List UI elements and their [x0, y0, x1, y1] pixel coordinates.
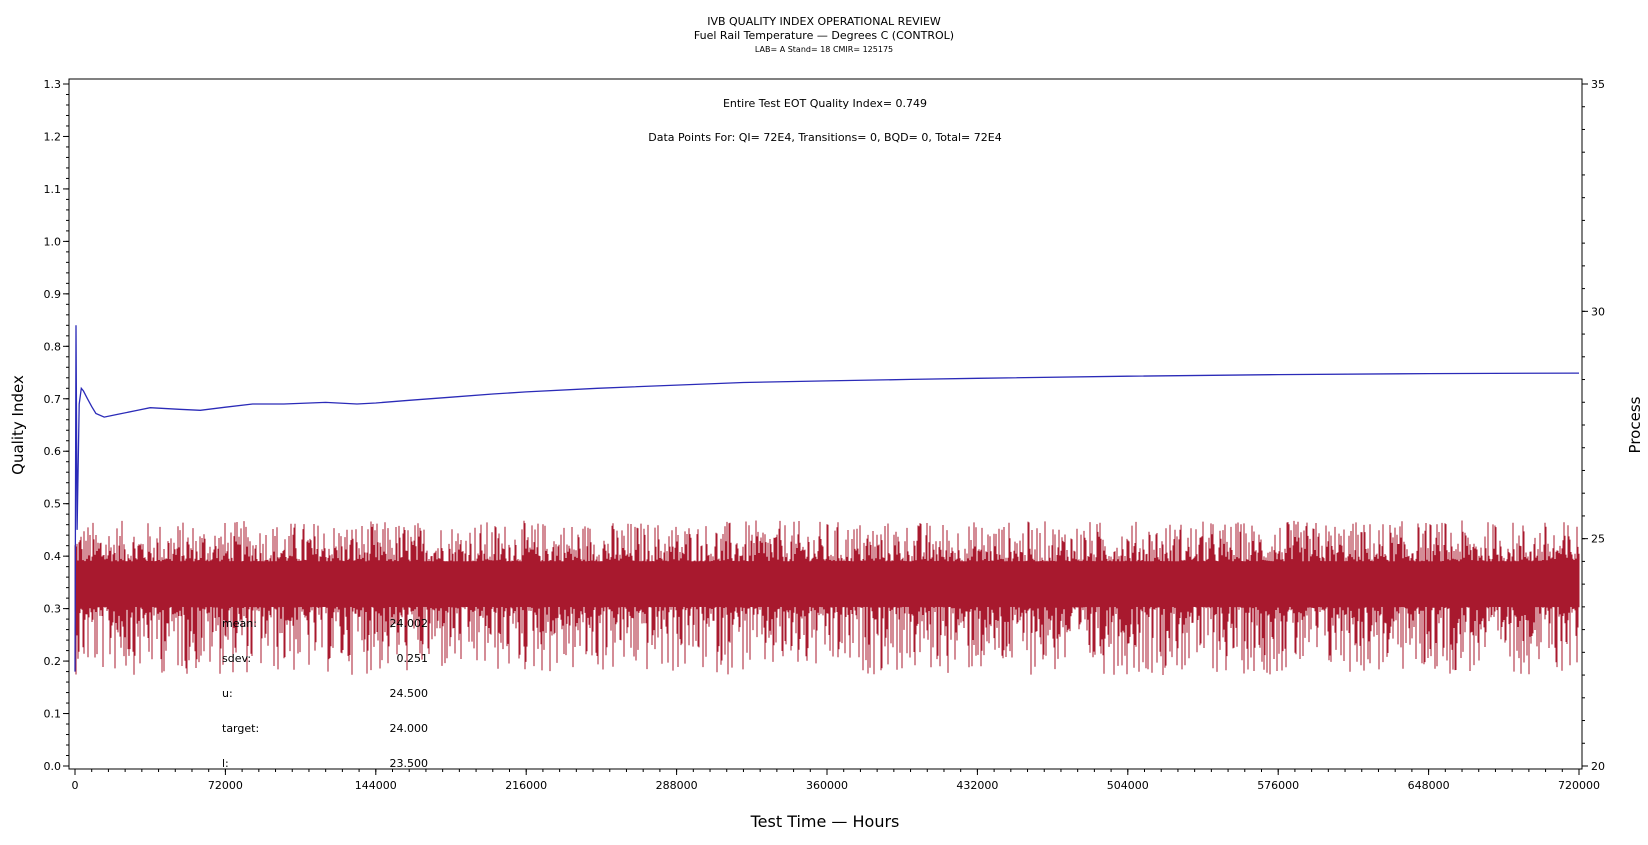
y-tick-label: 1.2	[44, 130, 62, 143]
stat-value-u: 24.500	[390, 687, 429, 700]
quality-index-line	[74, 325, 1580, 672]
y-tick-label: 0.8	[44, 340, 62, 353]
y2-tick-label: 35	[1591, 78, 1605, 91]
y-tick-label: 1.0	[44, 235, 62, 248]
y-tick-label: 0.5	[44, 498, 62, 511]
x-tick-label: 504000	[1107, 779, 1149, 792]
stat-label-mean: mean:	[222, 617, 257, 630]
stat-value-target: 24.000	[390, 722, 429, 735]
y-tick-label: 0.7	[44, 393, 62, 406]
points-annotation: Data Points For: QI= 72E4, Transitions= …	[648, 131, 1001, 144]
y-tick-label: 0.1	[44, 708, 62, 721]
stats-block: mean: 24.002 sdev: 0.251 u: 24.500 targe…	[222, 617, 428, 770]
chart-subtitle: Fuel Rail Temperature — Degrees C (CONTR…	[694, 29, 954, 42]
x-tick-label: 288000	[656, 779, 698, 792]
y-tick-label: 0.4	[44, 550, 62, 563]
y-tick-label: 1.3	[44, 78, 62, 91]
y-tick-label: 0.2	[44, 655, 62, 668]
x-tick-label: 216000	[505, 779, 547, 792]
chart-subsubtitle: LAB= A Stand= 18 CMIR= 125175	[755, 45, 893, 54]
y-tick-label: 1.1	[44, 183, 62, 196]
stat-label-u: u:	[222, 687, 233, 700]
y2-axis-label: Process	[1626, 396, 1644, 453]
eot-annotation: Entire Test EOT Quality Index= 0.749	[723, 97, 927, 110]
x-tick-label: 72000	[208, 779, 243, 792]
x-tick-label: 648000	[1408, 779, 1450, 792]
x-tick-label: 720000	[1558, 779, 1600, 792]
stat-value-l: 23.500	[390, 757, 429, 770]
y2-tick-label: 30	[1591, 305, 1605, 318]
y-tick-label: 0.9	[44, 288, 62, 301]
y-tick-label: 0.6	[44, 445, 62, 458]
y-axis-label: Quality Index	[9, 375, 27, 475]
chart-title: IVB QUALITY INDEX OPERATIONAL REVIEW	[707, 15, 941, 28]
stat-label-sdev: sdev:	[222, 652, 251, 665]
stat-label-l: l:	[222, 757, 229, 770]
stat-value-mean: 24.002	[390, 617, 429, 630]
stat-label-target: target:	[222, 722, 259, 735]
x-tick-label: 432000	[956, 779, 998, 792]
process-series	[74, 520, 1580, 675]
x-tick-label: 576000	[1257, 779, 1299, 792]
y2-tick-label: 25	[1591, 533, 1605, 546]
x-tick-label: 144000	[355, 779, 397, 792]
y-tick-label: 0.3	[44, 603, 62, 616]
x-tick-label: 0	[72, 779, 79, 792]
x-axis-label: Test Time — Hours	[750, 812, 900, 831]
x-tick-label: 360000	[806, 779, 848, 792]
axes: 0 72000 144000 216000 288000 360000 432000 5040…	[44, 78, 1606, 792]
y-tick-label: 0.0	[44, 760, 62, 773]
y2-tick-label: 20	[1591, 760, 1605, 773]
stat-value-sdev: 0.251	[397, 652, 429, 665]
process-noise	[74, 520, 1580, 675]
plot-frame	[68, 78, 1583, 770]
